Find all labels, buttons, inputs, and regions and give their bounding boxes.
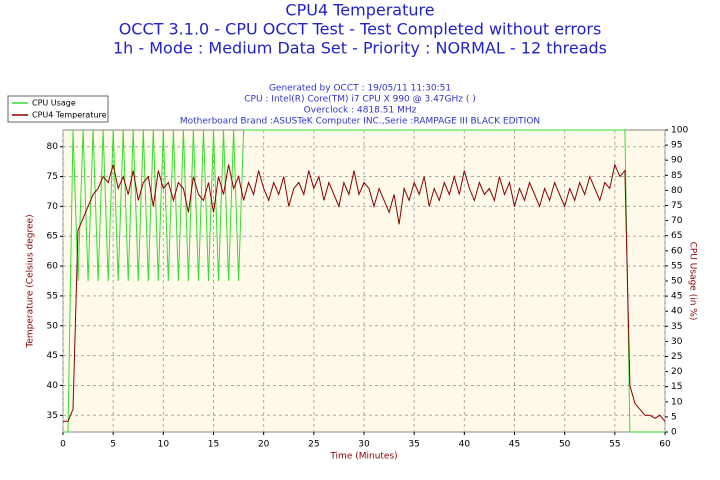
y-tick-label: 50 — [47, 321, 59, 331]
y-tick-label: 60 — [47, 262, 59, 272]
y2-tick-label: 20 — [671, 367, 683, 377]
x-tick-label: 50 — [559, 440, 571, 450]
info-line: Motherboard Brand :ASUSTeK Computer INC.… — [180, 117, 540, 127]
y2-tick-label: 50 — [671, 277, 683, 287]
y2-tick-label: 95 — [671, 141, 682, 151]
x-tick-label: 30 — [358, 440, 370, 450]
x-tick-label: 15 — [208, 440, 219, 450]
y-axis-label: Temperature (Celsius degree) — [26, 214, 36, 348]
x-axis-label: Time (Minutes) — [329, 452, 397, 462]
y2-tick-label: 80 — [671, 186, 683, 196]
y2-tick-label: 35 — [671, 322, 682, 332]
series-line — [63, 129, 665, 433]
x-tick-label: 0 — [60, 440, 66, 450]
y2-tick-label: 15 — [671, 382, 682, 392]
y-tick-label: 80 — [47, 142, 59, 152]
x-tick-label: 40 — [459, 440, 471, 450]
y2-tick-label: 85 — [671, 171, 682, 181]
info-line: CPU : Intel(R) Core(TM) i7 CPU X 990 @ 3… — [244, 95, 476, 105]
y2-tick-label: 100 — [671, 126, 688, 136]
y2-tick-label: 0 — [671, 428, 677, 438]
x-tick-label: 10 — [158, 440, 170, 450]
y2-tick-label: 60 — [671, 246, 683, 256]
x-tick-label: 60 — [659, 440, 671, 450]
legend-label: CPU Usage — [32, 99, 76, 108]
chart-title: CPU4 Temperature — [285, 1, 434, 20]
legend-box — [7, 95, 109, 123]
y-tick-label: 70 — [47, 202, 59, 212]
y2-tick-label: 65 — [671, 231, 682, 241]
y-tick-label: 40 — [47, 381, 59, 391]
x-tick-label: 45 — [509, 440, 520, 450]
y2-tick-label: 25 — [671, 352, 682, 362]
y2-tick-label: 70 — [671, 216, 683, 226]
y-tick-label: 35 — [47, 411, 58, 421]
info-line: Generated by OCCT : 19/05/11 11:30:51 — [269, 84, 451, 94]
y-tick-label: 45 — [47, 351, 58, 361]
y-tick-label: 55 — [47, 291, 58, 301]
y2-tick-label: 40 — [671, 307, 683, 317]
chart-subtitle: 1h - Mode : Medium Data Set - Priority :… — [113, 39, 607, 58]
y2-tick-label: 10 — [671, 397, 683, 407]
y2-tick-label: 55 — [671, 261, 682, 271]
y-tick-label: 75 — [47, 172, 58, 182]
y2-tick-label: 75 — [671, 201, 682, 211]
x-tick-label: 55 — [609, 440, 620, 450]
series-line — [63, 162, 666, 422]
y2-tick-label: 5 — [671, 412, 677, 422]
y2-tick-label: 30 — [671, 337, 683, 347]
y-tick-label: 65 — [47, 232, 58, 242]
x-tick-label: 5 — [110, 440, 116, 450]
y2-tick-label: 90 — [671, 156, 683, 166]
y2-tick-label: 45 — [671, 292, 682, 302]
x-tick-label: 25 — [308, 440, 319, 450]
chart-subtitle: OCCT 3.1.0 - CPU OCCT Test - Test Comple… — [119, 20, 602, 39]
x-tick-label: 20 — [258, 440, 270, 450]
legend-label: CPU4 Temperature — [32, 111, 107, 120]
info-line: Overclock : 4818.51 MHz — [304, 106, 417, 116]
x-tick-label: 35 — [408, 440, 419, 450]
y2-axis-label: CPU Usage (in %) — [688, 242, 698, 321]
